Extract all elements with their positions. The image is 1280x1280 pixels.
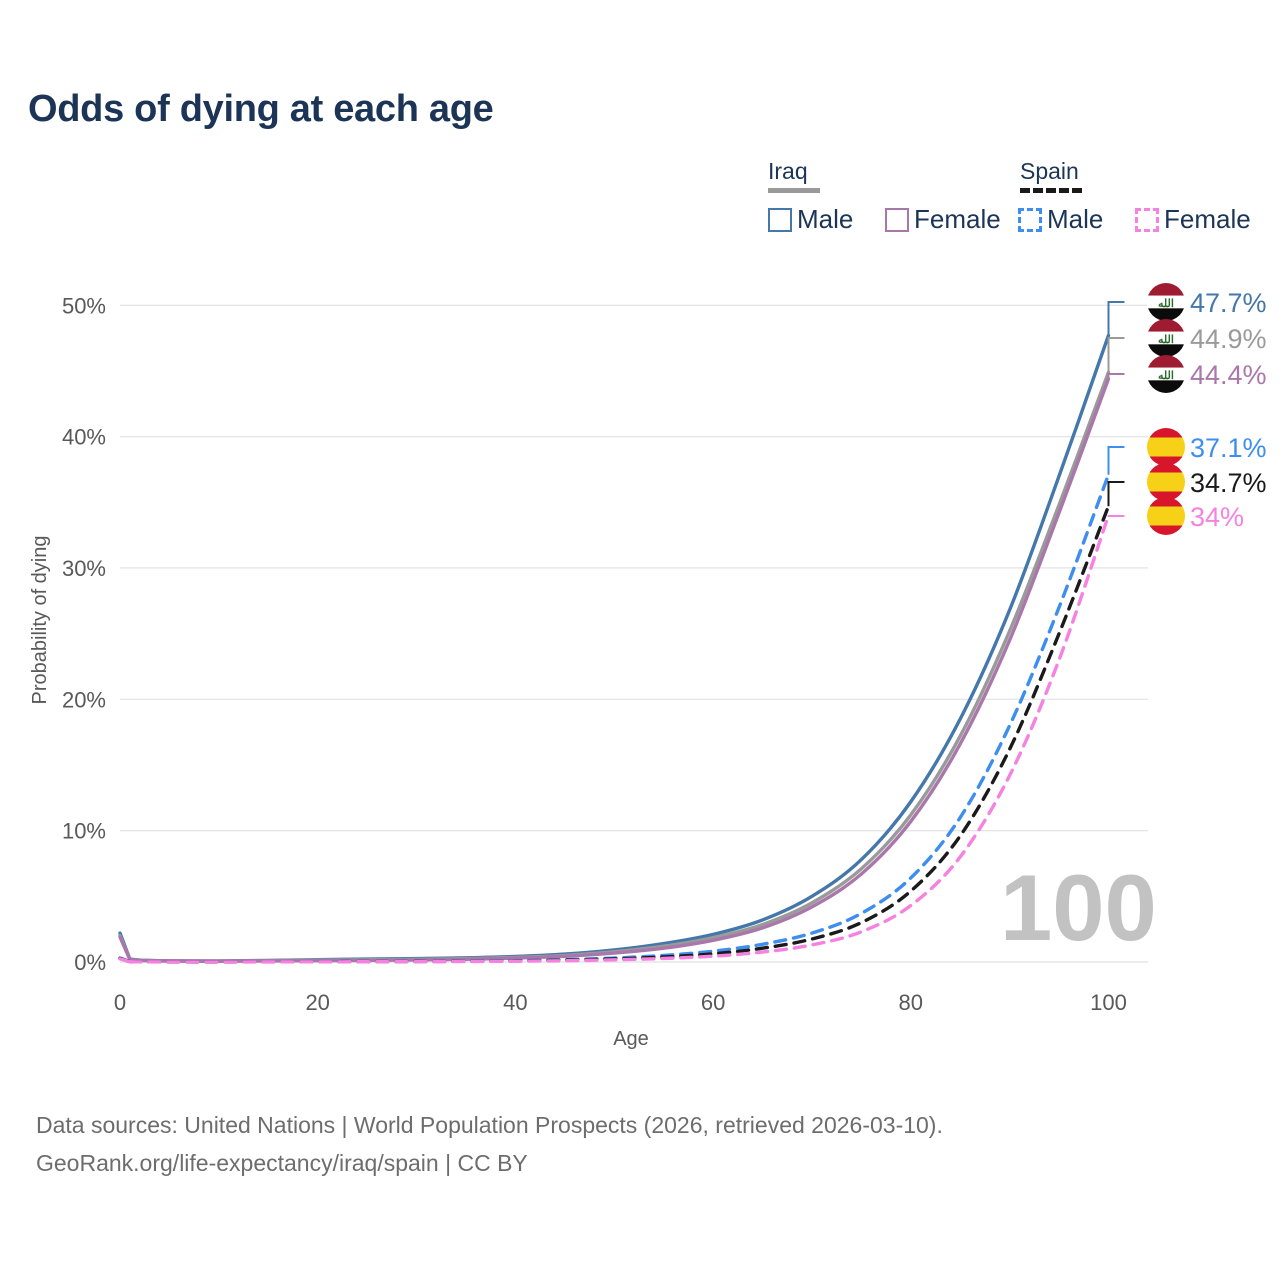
watermark-100: 100 <box>1000 855 1157 960</box>
legend-item-iraq-male[interactable]: Male <box>768 204 853 235</box>
series-line <box>128 513 1111 964</box>
x-tick-label: 80 <box>899 990 923 1015</box>
y-tick-label: 50% <box>62 293 106 318</box>
x-tick-label: 60 <box>701 990 725 1015</box>
legend-group-rule-iraq <box>768 188 820 193</box>
spain-flag-icon <box>1147 497 1185 535</box>
endpoint-markers: الله 47.7% الله 44.9% الله 44.4% 37.1% 34.7% 34% <box>1107 283 1267 535</box>
legend-group-spain: Spain <box>1020 158 1079 184</box>
series-line-infant-spike <box>118 957 132 964</box>
endpoint-value-label: 47.7% <box>1190 288 1267 318</box>
x-tick-label: 40 <box>503 990 527 1015</box>
svg-text:الله: الله <box>1158 298 1174 310</box>
legend-swatch-icon-iraq-male <box>768 207 792 232</box>
spain-flag-icon <box>1147 463 1185 501</box>
legend-item-iraq-female[interactable]: Female <box>885 204 1001 235</box>
spain-flag-icon <box>1147 428 1185 466</box>
y-tick-label: 0% <box>74 950 106 975</box>
legend-swatch-icon-spain-male <box>1018 207 1042 232</box>
legend-label-iraq-female: Female <box>914 204 1001 234</box>
legend-group-iraq: Iraq <box>768 158 808 184</box>
iraq-flag-icon: الله <box>1147 355 1185 393</box>
y-tick-label: 20% <box>62 687 106 712</box>
plot-area: 0% 10% 20% 30% 40% 50% 0 20 40 60 80 100 100 الله 4… <box>29 283 1267 1050</box>
legend-item-spain-male[interactable]: Male <box>1018 204 1103 235</box>
svg-text:الله: الله <box>1158 370 1174 382</box>
y-tick-label: 10% <box>62 819 106 844</box>
endpoint-connector <box>1107 301 1125 336</box>
mortality-line-chart: 0% 10% 20% 30% 40% 50% 0 20 40 60 80 100 100 الله 4… <box>29 283 1267 1050</box>
footer-attribution: Data sources: United Nations | World Pop… <box>36 1106 943 1182</box>
x-tick-label: 100 <box>1090 990 1127 1015</box>
endpoint-connector <box>1107 373 1125 379</box>
legend-label-spain-male: Male <box>1047 204 1104 234</box>
x-axis-ticks: 0 20 40 60 80 100 <box>114 990 1127 1015</box>
legend-group-rule-spain <box>1020 188 1082 193</box>
endpoint-value-label: 34.7% <box>1190 468 1267 498</box>
footer-line-2: GeoRank.org/life-expectancy/iraq/spain |… <box>36 1150 528 1176</box>
y-tick-label: 30% <box>62 556 106 581</box>
chart-legend: Iraq Spain Male Female Male Female <box>760 158 1260 244</box>
series-lines <box>118 333 1111 964</box>
x-tick-label: 20 <box>305 990 329 1015</box>
iraq-flag-icon: الله <box>1147 283 1185 321</box>
x-tick-label: 0 <box>114 990 126 1015</box>
legend-label-spain-female: Female <box>1164 204 1251 234</box>
endpoint-value-label: 34% <box>1190 502 1244 532</box>
footer-line-1: Data sources: United Nations | World Pop… <box>36 1112 943 1138</box>
series-line <box>128 333 1111 963</box>
endpoint-value-label: 37.1% <box>1190 433 1267 463</box>
endpoint-value-label: 44.9% <box>1190 324 1267 354</box>
x-axis-title: Age <box>613 1028 649 1050</box>
iraq-flag-icon: الله <box>1147 319 1185 357</box>
endpoint-connector <box>1107 515 1125 517</box>
legend-item-spain-female[interactable]: Female <box>1135 204 1251 235</box>
y-axis-title: Probability of dying <box>29 536 51 705</box>
gridlines <box>120 304 1148 963</box>
y-axis-ticks: 0% 10% 20% 30% 40% 50% <box>62 293 106 975</box>
legend-label-iraq-male: Male <box>797 204 854 234</box>
endpoint-connector <box>1107 446 1125 475</box>
endpoint-connector <box>1107 337 1125 373</box>
series-line <box>128 377 1111 963</box>
legend-swatch-icon-spain-female <box>1135 207 1159 232</box>
svg-text:الله: الله <box>1158 334 1174 346</box>
y-tick-label: 40% <box>62 425 106 450</box>
series-line-infant-spike <box>118 935 132 962</box>
series-line <box>128 370 1111 963</box>
endpoint-connector <box>1107 481 1125 507</box>
page-title: Odds of dying at each age <box>28 88 494 130</box>
legend-swatch-icon-iraq-female <box>885 207 909 232</box>
endpoint-value-label: 44.4% <box>1190 360 1267 390</box>
